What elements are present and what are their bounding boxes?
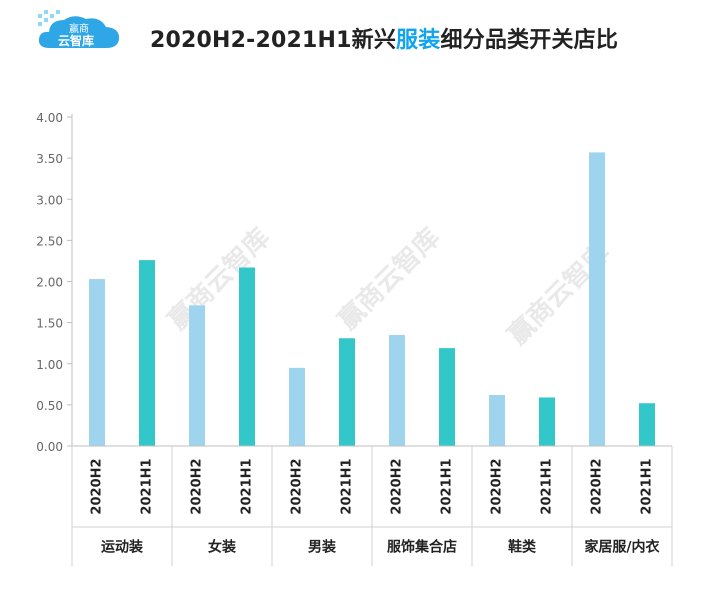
- x-tick-label: 2021H1: [440, 458, 455, 514]
- bar-2020H2: [89, 279, 105, 446]
- bars: [89, 152, 655, 446]
- bar-2021H1: [639, 403, 655, 446]
- x-tick-label: 2021H1: [540, 458, 555, 514]
- bar-2021H1: [539, 397, 555, 446]
- logo-text-1: 赢商: [69, 22, 89, 35]
- x-tick-label: 2020H2: [190, 458, 205, 514]
- x-axis: 2020H2 2021H1 运动装 2020H2 2021H1 女装 2020H2 2021H…: [71, 445, 673, 566]
- bar-2021H1: [439, 348, 455, 446]
- category-label: 女装: [208, 539, 237, 556]
- y-tick-label: 0.50: [36, 399, 63, 413]
- watermark-text: 赢商云智库: [162, 222, 276, 336]
- category-label: 男装: [308, 539, 337, 556]
- bar-2020H2: [589, 152, 605, 446]
- x-tick-label: 2020H2: [490, 458, 505, 514]
- bar-2021H1: [339, 338, 355, 446]
- x-tick-label: 2021H1: [240, 458, 255, 514]
- x-tick-label: 2020H2: [590, 458, 605, 514]
- y-tick-label: 3.00: [36, 193, 63, 207]
- y-tick-label: 1.00: [36, 358, 63, 372]
- y-tick-label: 1.50: [36, 317, 63, 331]
- x-tick-label: 2021H1: [640, 458, 655, 514]
- bar-2020H2: [289, 367, 305, 446]
- watermark-text: 赢商云智库: [332, 222, 446, 336]
- category-label: 服饰集合店: [387, 539, 457, 556]
- y-tick-label: 0.00: [36, 440, 63, 454]
- y-tick-label: 2.50: [36, 234, 63, 248]
- logo-text-2: 云智库: [58, 33, 94, 48]
- bar-2020H2: [489, 395, 505, 446]
- x-tick-label: 2020H2: [90, 458, 105, 514]
- y-axis: 0.00 0.50 1.00 1.50 2.00 2.50 3.00 3.50 4.00: [36, 111, 73, 454]
- chart-title: 2020H2-2021H1新兴服装细分品类开关店比: [150, 22, 618, 54]
- category-label: 运动装: [101, 539, 144, 556]
- y-tick-label: 3.50: [36, 152, 63, 166]
- category-label: 鞋类: [508, 539, 537, 556]
- watermarks: 赢商云智库 赢商云智库 赢商云智库: [162, 222, 616, 351]
- x-tick-label: 2020H2: [390, 458, 405, 514]
- category-label: 家居服/内衣: [584, 539, 660, 556]
- title-suffix: 细分品类开关店比: [440, 28, 619, 53]
- x-tick-label: 2021H1: [340, 458, 355, 514]
- logo-badge: 赢商 云智库: [38, 10, 120, 48]
- title-prefix: 2020H2-2021H1新兴: [150, 28, 397, 53]
- bar-2021H1: [239, 267, 255, 446]
- bar-2020H2: [389, 334, 405, 446]
- bar-2020H2: [189, 305, 205, 446]
- x-tick-label: 2020H2: [290, 458, 305, 514]
- y-tick-label: 4.00: [36, 111, 63, 125]
- y-tick-label: 2.00: [36, 276, 63, 290]
- bar-2021H1: [139, 260, 155, 446]
- title-highlight: 服装: [396, 28, 441, 53]
- x-tick-label: 2021H1: [140, 458, 155, 514]
